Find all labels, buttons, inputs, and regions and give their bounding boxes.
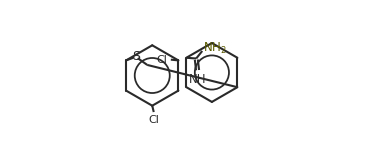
Text: NH$_2$: NH$_2$ (203, 41, 227, 56)
Text: Cl: Cl (156, 55, 167, 65)
Text: S: S (132, 50, 140, 63)
Text: NH: NH (189, 72, 206, 86)
Text: Cl: Cl (148, 115, 159, 125)
